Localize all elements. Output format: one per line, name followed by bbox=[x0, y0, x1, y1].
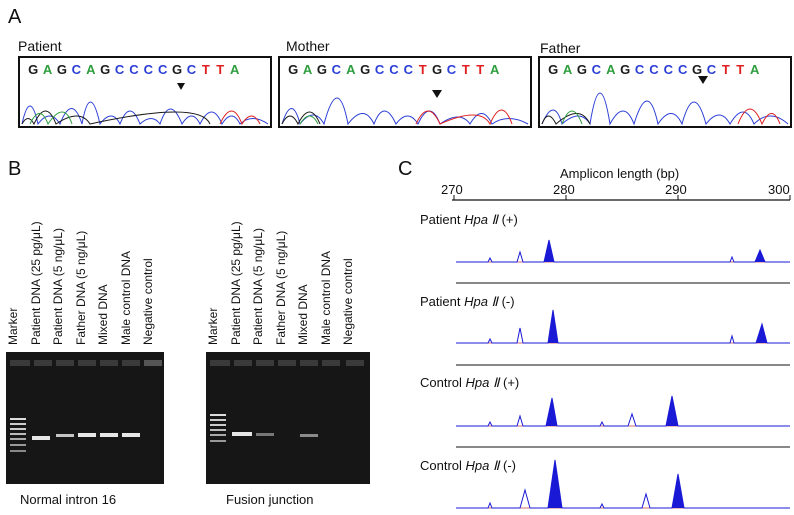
base-11: C bbox=[446, 62, 457, 77]
base-10: G bbox=[172, 62, 183, 77]
base-1: A bbox=[302, 62, 313, 77]
trace-label-4: Control Hpa Ⅱ (-) bbox=[420, 458, 516, 473]
base-0: G bbox=[548, 62, 559, 77]
band-left-6 bbox=[122, 433, 140, 437]
base-5: G bbox=[360, 62, 371, 77]
tick-label-300: 300 bbox=[768, 182, 790, 197]
trace-1 bbox=[456, 239, 790, 263]
base-9: C bbox=[158, 62, 168, 77]
base-4: A bbox=[86, 62, 96, 77]
base-8: C bbox=[403, 62, 414, 77]
base-2: G bbox=[316, 62, 328, 77]
base-13: T bbox=[736, 62, 745, 77]
base-3: C bbox=[331, 62, 342, 77]
base-6: C bbox=[634, 62, 645, 77]
tick-label-280: 280 bbox=[553, 182, 575, 197]
tick-label-270: 270 bbox=[441, 182, 463, 197]
base-0: G bbox=[28, 62, 39, 77]
trace-label-2: Patient Hpa Ⅱ (-) bbox=[420, 294, 515, 309]
base-2: G bbox=[56, 62, 68, 77]
base-3: C bbox=[71, 62, 82, 77]
base-13: T bbox=[476, 62, 485, 77]
base-3: C bbox=[591, 62, 602, 77]
trace-2 bbox=[456, 309, 790, 344]
panel-b-letter: B bbox=[8, 158, 22, 180]
base-13: T bbox=[216, 62, 225, 77]
gel-caption-left: Normal intron 16 bbox=[20, 492, 117, 507]
trace-label-1: Patient Hpa Ⅱ (+) bbox=[420, 212, 518, 227]
base-7: C bbox=[649, 62, 659, 77]
band-right-5 bbox=[300, 434, 318, 437]
variant-arrow-father bbox=[698, 76, 708, 84]
gel-right bbox=[206, 352, 370, 484]
base-10: G bbox=[692, 62, 703, 77]
base-0: G bbox=[288, 62, 299, 77]
trace-patient-svg bbox=[21, 83, 269, 126]
base-7: C bbox=[129, 62, 139, 77]
base-1: A bbox=[562, 62, 573, 77]
gel-left bbox=[6, 352, 164, 484]
band-left-2 bbox=[32, 436, 50, 440]
base-2: G bbox=[576, 62, 588, 77]
trace-3 bbox=[456, 395, 790, 427]
base-6: C bbox=[374, 62, 385, 77]
band-left-3 bbox=[56, 434, 74, 437]
base-11: C bbox=[186, 62, 197, 77]
base-12: T bbox=[201, 62, 210, 77]
axis-title: Amplicon length (bp) bbox=[560, 166, 680, 181]
band-left-5 bbox=[100, 433, 118, 437]
trace-father-svg bbox=[541, 76, 789, 126]
base-14: A bbox=[749, 62, 760, 77]
band-left-4 bbox=[78, 433, 96, 437]
base-5: G bbox=[100, 62, 111, 77]
base-14: A bbox=[229, 62, 240, 77]
base-4: A bbox=[606, 62, 616, 77]
base-8: C bbox=[143, 62, 154, 77]
panel-a-letter: A bbox=[8, 6, 22, 28]
trace-mother-svg bbox=[281, 90, 529, 126]
base-5: G bbox=[620, 62, 631, 77]
patient-label: Patient bbox=[18, 38, 62, 54]
mother-label: Mother bbox=[286, 38, 330, 54]
base-9: C bbox=[678, 62, 688, 77]
base-12: T bbox=[461, 62, 470, 77]
base-9: T bbox=[418, 62, 427, 77]
band-right-3 bbox=[256, 433, 274, 436]
gel-caption-right: Fusion junction bbox=[226, 492, 314, 507]
tick-label-290: 290 bbox=[665, 182, 687, 197]
trace-label-3: Control Hpa Ⅱ (+) bbox=[420, 375, 520, 390]
trace-4 bbox=[456, 459, 790, 509]
base-14: A bbox=[489, 62, 500, 77]
base-7: C bbox=[389, 62, 399, 77]
panel-c-letter: C bbox=[398, 158, 413, 180]
base-8: C bbox=[663, 62, 674, 77]
base-1: A bbox=[42, 62, 53, 77]
father-label: Father bbox=[540, 40, 581, 56]
variant-arrow-mother bbox=[432, 90, 442, 98]
band-right-2 bbox=[232, 432, 252, 436]
base-12: T bbox=[721, 62, 730, 77]
base-10: G bbox=[432, 62, 443, 77]
base-6: C bbox=[114, 62, 125, 77]
base-4: A bbox=[346, 62, 356, 77]
variant-arrow-patient bbox=[177, 83, 185, 90]
base-11: C bbox=[706, 62, 717, 77]
